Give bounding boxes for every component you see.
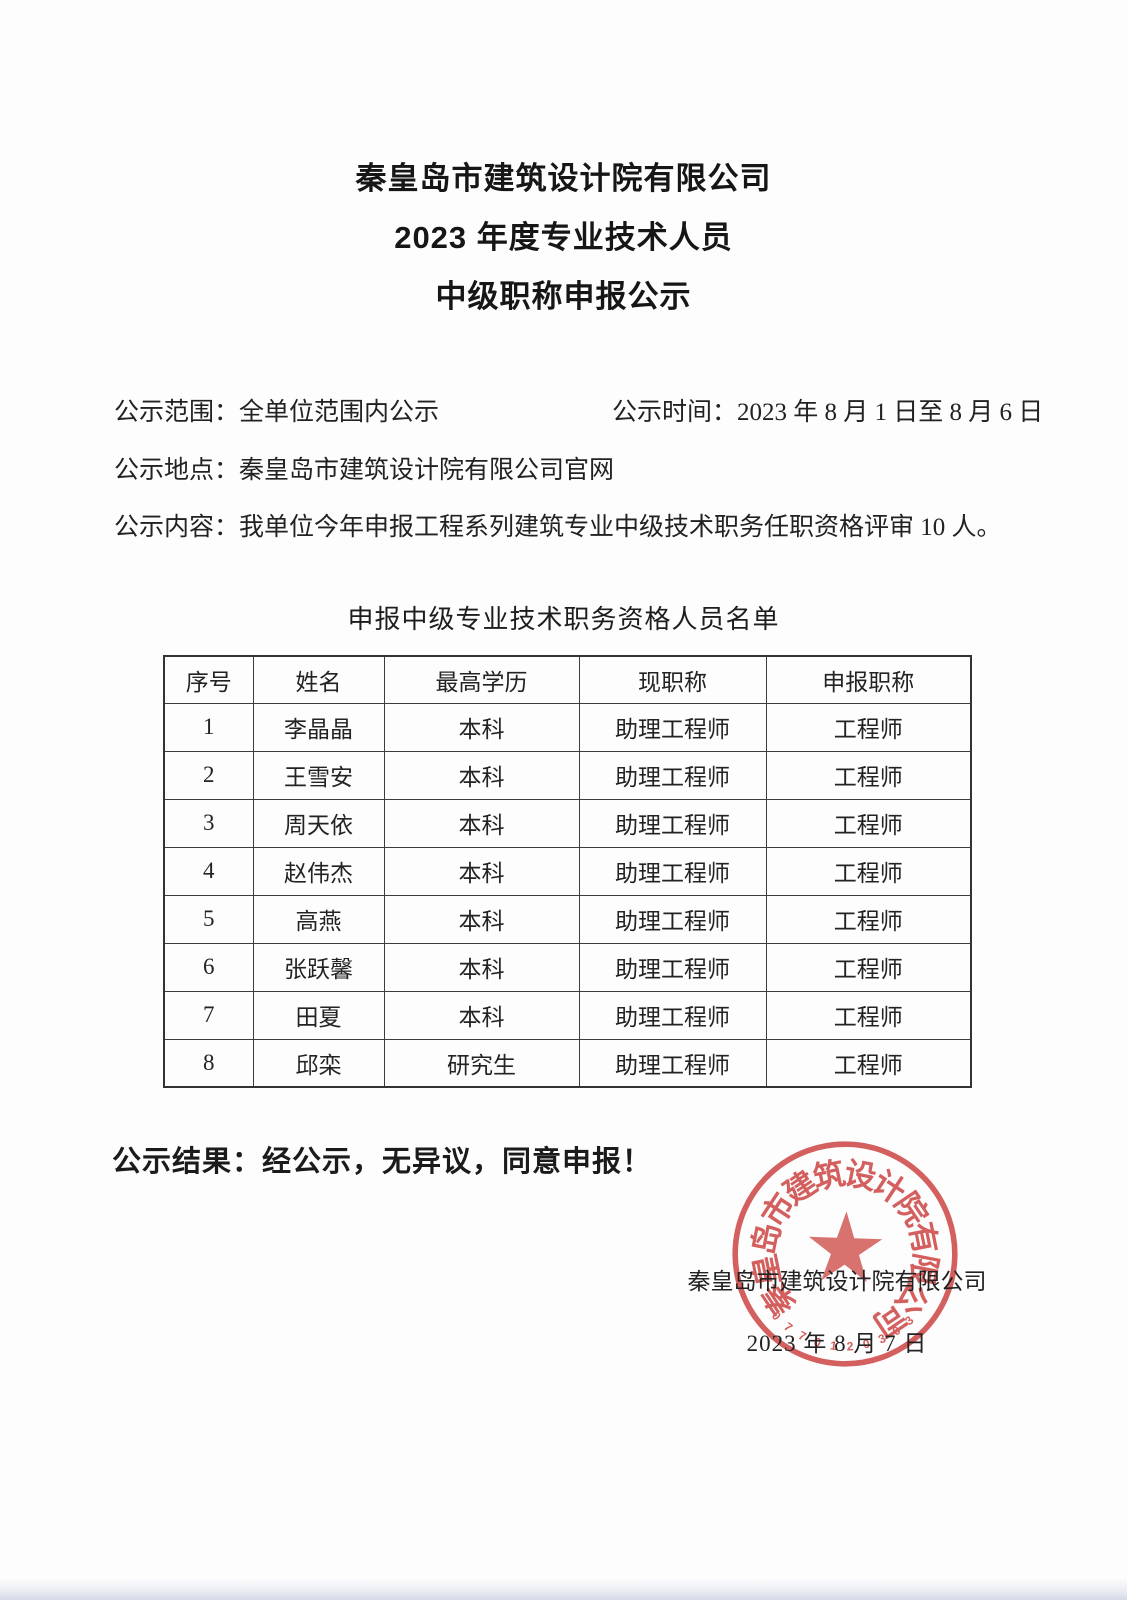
table-row: 5 高燕 本科 助理工程师 工程师 — [163, 894, 972, 944]
notice-content-value: 我单位今年申报工程系列建筑专业中级技术职务任职资格评审 10 人。 — [239, 514, 1002, 541]
header-education: 最高学历 — [383, 655, 580, 704]
notice-location-value: 秦皇岛市建筑设计院有限公司官网 — [239, 457, 615, 484]
header-name: 姓名 — [252, 655, 385, 704]
cell-applied-title: 工程师 — [765, 750, 972, 800]
cell-education: 研究生 — [383, 1038, 580, 1088]
signature-company: 秦皇岛市建筑设计院有限公司 — [687, 1269, 987, 1294]
seal-arc-char: 有 — [903, 1219, 944, 1257]
cell-index: 7 — [163, 990, 254, 1040]
cell-name: 赵伟杰 — [252, 846, 385, 896]
seal-ring — [732, 1141, 958, 1367]
notice-location-line: 公示地点：秦皇岛市建筑设计院有限公司官网 — [114, 456, 614, 486]
cell-current-title: 助理工程师 — [578, 942, 767, 992]
document-title: 秦皇岛市建筑设计院有限公司 2023 年度专业技术人员 中级职称申报公示 — [0, 163, 1127, 340]
cell-applied-title: 工程师 — [765, 894, 972, 944]
seal-arc-char: 皇 — [747, 1251, 788, 1289]
notice-content-label: 公示内容： — [114, 514, 240, 541]
notice-scope-line: 公示范围：全单位范围内公示 公示时间：2023 年 8 月 1 日至 8 月 6… — [114, 398, 1043, 428]
cell-education: 本科 — [383, 702, 580, 752]
cell-current-title: 助理工程师 — [578, 846, 767, 896]
seal-arc-char: 设 — [841, 1156, 879, 1196]
cell-education: 本科 — [383, 798, 580, 848]
cell-name: 张跃馨 — [252, 942, 385, 992]
seal-star-icon — [808, 1211, 883, 1282]
cell-applied-title: 工程师 — [765, 1038, 972, 1088]
cell-index: 2 — [163, 750, 254, 800]
cell-name: 王雪安 — [252, 750, 385, 800]
cell-index: 8 — [163, 1038, 254, 1088]
cell-current-title: 助理工程师 — [578, 1038, 767, 1088]
roster-table-body: 1 李晶晶 本科 助理工程师 工程师 2 王雪安 本科 助理工程师 工程师 3 周天依 本科 助理工程师工… — [163, 702, 972, 1088]
cell-index: 3 — [163, 798, 254, 848]
cell-current-title: 助理工程师 — [578, 750, 767, 800]
seal-arc-char: 岛 — [747, 1220, 787, 1258]
roster-table-title: 申报中级专业技术职务资格人员名单 — [347, 605, 780, 634]
cell-name: 李晶晶 — [252, 702, 385, 752]
seal-serial-digit: 1 — [829, 1339, 838, 1354]
cell-applied-title: 工程师 — [765, 702, 972, 752]
notice-time-value: 2023 年 8 月 1 日至 8 月 6 日 — [737, 399, 1044, 426]
cell-education: 本科 — [383, 750, 580, 800]
table-row: 6 张跃馨 本科 助理工程师 工程师 — [163, 942, 972, 992]
cell-name: 周天依 — [252, 798, 385, 848]
roster-table: 序号 姓名 最高学历 现职称 申报职称 1 李晶晶 本科 助理工程师 工程师 2 王雪安 本科… — [163, 655, 972, 1088]
cell-index: 4 — [163, 846, 254, 896]
table-row: 2 王雪安 本科 助理工程师 工程师 — [163, 750, 972, 800]
cell-applied-title: 工程师 — [765, 990, 972, 1040]
notice-location-label: 公示地点： — [114, 457, 240, 484]
seal-arc-char: 筑 — [810, 1155, 849, 1197]
signature-block: 秦皇岛市建筑设计院有限公司 2023 年 8 月 7 日 — [687, 1262, 987, 1358]
notice-content-line: 公示内容：我单位今年申报工程系列建筑专业中级技术职务任职资格评审 10 人。 — [114, 513, 1002, 543]
table-header-row: 序号 姓名 最高学历 现职称 申报职称 — [163, 655, 972, 704]
header-current-title: 现职称 — [578, 655, 767, 704]
cell-applied-title: 工程师 — [765, 798, 972, 848]
cell-current-title: 助理工程师 — [578, 798, 767, 848]
notice-time-label: 公示时间： — [612, 399, 738, 426]
cell-current-title: 助理工程师 — [578, 990, 767, 1040]
cell-education: 本科 — [383, 990, 580, 1040]
table-row: 4 赵伟杰 本科 助理工程师 工程师 — [163, 846, 972, 896]
seal-serial-digit: 0 — [812, 1335, 823, 1350]
cell-current-title: 助理工程师 — [578, 702, 767, 752]
table-row: 7 田夏 本科 助理工程师 工程师 — [163, 990, 972, 1040]
cell-index: 6 — [163, 942, 254, 992]
result-line: 公示结果：经公示，无异议，同意申报！ — [112, 1146, 653, 1178]
document-title-line-1: 秦皇岛市建筑设计院有限公司 — [355, 161, 772, 196]
scan-shadow-bottom — [0, 1578, 1127, 1600]
cell-name: 邱栾 — [252, 1038, 385, 1088]
cell-name: 高燕 — [252, 894, 385, 944]
notice-scope-value: 全单位范围内公示 — [239, 399, 440, 426]
header-applied-title: 申报职称 — [765, 655, 972, 704]
header-index: 序号 — [163, 655, 254, 704]
document-title-line-2: 2023 年度专业技术人员 — [394, 220, 733, 255]
cell-current-title: 助理工程师 — [578, 894, 767, 944]
table-row: 3 周天依 本科 助理工程师 工程师 — [163, 798, 972, 848]
table-row: 1 李晶晶 本科 助理工程师 工程师 — [163, 702, 972, 752]
seal-serial-digit: 2 — [846, 1339, 854, 1353]
seal-arc-char: 限 — [903, 1250, 943, 1288]
document-title-line-3: 中级职称申报公示 — [435, 279, 692, 314]
notice-scope-label: 公示范围： — [114, 399, 240, 426]
signature-date: 2023 年 8 月 7 日 — [746, 1331, 928, 1356]
cell-education: 本科 — [383, 894, 580, 944]
seal-serial-digit: 0 — [861, 1336, 871, 1351]
cell-applied-title: 工程师 — [765, 942, 972, 992]
cell-education: 本科 — [383, 846, 580, 896]
cell-education: 本科 — [383, 942, 580, 992]
cell-index: 1 — [163, 702, 254, 752]
cell-index: 5 — [163, 894, 254, 944]
cell-applied-title: 工程师 — [765, 846, 972, 896]
cell-name: 田夏 — [252, 990, 385, 1040]
notice-time-line: 公示时间：2023 年 8 月 1 日至 8 月 6 日 — [612, 398, 1043, 428]
table-row: 8 邱栾 研究生 助理工程师 工程师 — [163, 1038, 972, 1088]
